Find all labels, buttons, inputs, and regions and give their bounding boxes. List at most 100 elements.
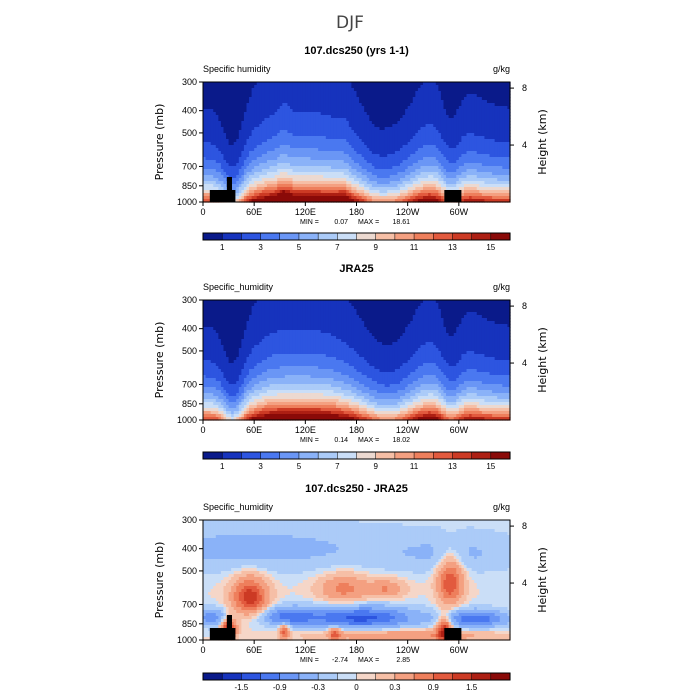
contour-cell	[348, 82, 352, 86]
contour-cell	[261, 133, 265, 137]
contour-cell	[284, 136, 289, 140]
contour-cell	[412, 109, 416, 113]
contour-cell	[359, 196, 363, 200]
contour-cell	[210, 94, 214, 98]
contour-cell	[241, 145, 245, 149]
contour-cell	[333, 199, 337, 203]
contour-cell	[392, 184, 396, 188]
contour-cell	[507, 169, 511, 173]
contour-cell	[233, 94, 237, 98]
contour-cell	[410, 190, 414, 194]
contour-cell	[264, 148, 268, 152]
contour-cell	[330, 133, 335, 137]
contour-cell	[305, 130, 309, 134]
contour-cell	[461, 82, 465, 86]
contour-cell	[366, 124, 370, 128]
contour-cell	[325, 136, 329, 140]
contour-cell	[295, 169, 299, 173]
contour-cell	[394, 115, 399, 119]
contour-cell	[410, 109, 414, 113]
contour-cell	[310, 94, 314, 98]
contour-cell	[440, 127, 445, 131]
contour-cell	[295, 181, 299, 185]
contour-cell	[310, 151, 314, 155]
contour-cell	[241, 166, 245, 170]
contour-cell	[315, 100, 319, 104]
contour-cell	[318, 121, 322, 125]
contour-cell	[348, 85, 352, 89]
contour-cell	[348, 145, 352, 149]
contour-cell	[484, 160, 488, 164]
contour-cell	[382, 172, 386, 176]
contour-cell	[351, 181, 355, 185]
contour-cell	[203, 115, 207, 119]
contour-cell	[489, 91, 493, 95]
contour-cell	[353, 82, 358, 86]
contour-cell	[272, 151, 276, 155]
contour-cell	[476, 133, 480, 137]
contour-cell	[213, 130, 217, 134]
contour-cell	[231, 106, 235, 110]
contour-cell	[223, 88, 227, 92]
contour-cell	[412, 130, 416, 134]
contour-cell	[236, 103, 240, 107]
contour-cell	[463, 100, 468, 104]
contour-cell	[379, 88, 383, 92]
contour-cell	[305, 187, 309, 191]
contour-cell	[292, 148, 296, 152]
contour-cell	[302, 139, 306, 143]
contour-cell	[348, 121, 352, 125]
contour-cell	[203, 166, 207, 170]
contour-cell	[351, 199, 355, 203]
contour-cell	[392, 94, 396, 98]
contour-cell	[387, 157, 391, 161]
contour-cell	[348, 118, 352, 122]
contour-cell	[461, 184, 465, 188]
colorbar-swatch	[202, 232, 223, 241]
contour-cell	[282, 175, 286, 179]
contour-cell	[320, 130, 324, 134]
contour-cell	[486, 196, 491, 200]
contour-cell	[323, 166, 327, 170]
contour-cell	[379, 109, 383, 113]
contour-cell	[210, 139, 214, 143]
contour-cell	[453, 148, 457, 152]
contour-cell	[233, 106, 237, 110]
contour-cell	[463, 127, 468, 131]
contour-cell	[346, 94, 350, 98]
contour-cell	[236, 184, 240, 188]
contour-cell	[397, 160, 401, 164]
contour-cell	[218, 172, 222, 176]
contour-cell	[226, 145, 230, 149]
contour-cell	[272, 118, 276, 122]
contour-cell	[241, 160, 245, 164]
contour-cell	[471, 112, 475, 116]
contour-cell	[208, 172, 212, 176]
contour-cell	[328, 124, 332, 128]
contour-cell	[379, 136, 383, 140]
contour-cell	[438, 124, 442, 128]
contour-cell	[471, 169, 475, 173]
contour-cell	[507, 175, 511, 179]
contour-cell	[343, 172, 347, 176]
contour-cell	[241, 91, 245, 95]
contour-cell	[328, 145, 332, 149]
contour-cell	[405, 109, 409, 113]
contour-cell	[277, 124, 281, 128]
contour-cell	[356, 91, 360, 95]
contour-cell	[494, 94, 498, 98]
contour-cell	[320, 160, 324, 164]
contour-cell	[476, 151, 480, 155]
contour-cell	[504, 175, 509, 179]
contour-cell	[420, 187, 424, 191]
contour-cell	[284, 172, 289, 176]
contour-cell	[343, 145, 347, 149]
contour-cell	[356, 142, 360, 146]
contour-cell	[379, 160, 383, 164]
contour-cell	[379, 133, 383, 137]
contour-cell	[507, 106, 511, 110]
contour-cell	[504, 85, 509, 89]
contour-cell	[220, 181, 225, 185]
contour-cell	[425, 127, 429, 131]
contour-cell	[343, 190, 347, 194]
